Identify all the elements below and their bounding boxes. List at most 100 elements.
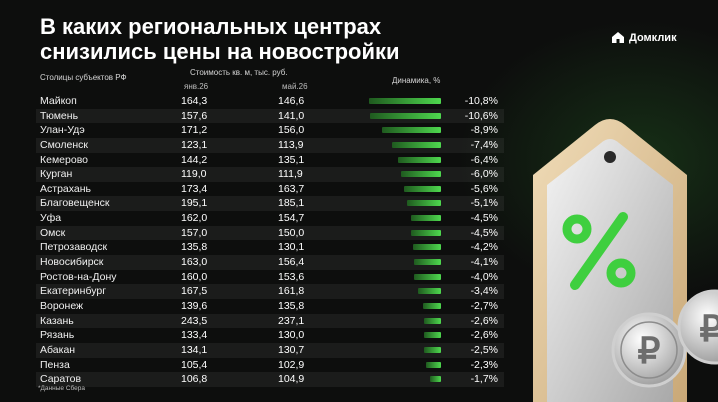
dynamics-bar: [423, 332, 441, 339]
city-name: Рязань: [40, 329, 75, 342]
city-name: Саратов: [40, 373, 82, 386]
svg-text:₽: ₽: [638, 330, 661, 371]
dynamics-value: -10,6%: [464, 109, 498, 122]
house-icon: [612, 32, 624, 43]
city-name: Воронеж: [40, 299, 84, 312]
city-name: Благовещенск: [40, 197, 110, 210]
table-row: Петрозаводск 135,8 130,1 -4,2%: [36, 240, 504, 255]
brand-name: Домклик: [629, 31, 677, 44]
city-name: Майкоп: [40, 95, 77, 107]
price-may: 141,0: [278, 109, 305, 122]
table-row: Уфа 162,0 154,7 -4,5%: [36, 211, 504, 226]
header-jan: янв.26: [184, 82, 209, 91]
dynamics-value: -8,9%: [470, 124, 498, 137]
header-city: Столицы субъектов РФ: [40, 73, 127, 82]
dynamics-value: -3,4%: [470, 285, 498, 298]
dynamics-bar: [425, 361, 441, 368]
dynamics-value: -5,1%: [470, 197, 498, 210]
city-name: Пенза: [40, 358, 70, 371]
dynamics-bar: [411, 229, 441, 236]
price-may: 130,0: [278, 329, 305, 342]
dynamics-bar: [413, 259, 441, 266]
price-jan: 133,4: [181, 329, 208, 342]
table-row: Абакан 134,1 130,7 -2,5%: [36, 342, 504, 358]
dynamics-bar: [411, 215, 441, 222]
city-name: Уфа: [40, 212, 62, 225]
price-jan: 157,6: [181, 109, 208, 122]
table-row: Улан-Удэ 171,2 156,0 -8,9%: [36, 123, 504, 138]
dynamics-bar: [391, 141, 441, 148]
city-name: Петрозаводск: [40, 241, 108, 254]
city-name: Улан-Удэ: [40, 124, 85, 137]
price-jan: 139,6: [181, 299, 208, 312]
dynamics-bar: [413, 244, 441, 251]
table-row: Саратов 106,8 104,9 -1,7%: [36, 372, 504, 387]
price-may: 113,9: [278, 138, 304, 151]
price-jan: 106,8: [181, 373, 208, 386]
price-may: 156,0: [278, 124, 305, 137]
price-jan: 105,4: [181, 358, 208, 371]
percent-tag-illustration: ₽ ₽: [533, 119, 718, 402]
city-name: Астрахань: [40, 182, 91, 195]
price-may: 156,4: [278, 256, 305, 269]
price-jan: 144,2: [181, 153, 208, 166]
dynamics-value: -2,3%: [470, 358, 498, 371]
table-row: Астрахань 173,4 163,7 -5,6%: [36, 182, 504, 197]
dynamics-bar: [418, 288, 441, 295]
price-may: 111,9: [278, 168, 303, 181]
table-row: Курган 119,0 111,9 -6,0%: [36, 167, 504, 182]
price-jan: 164,3: [181, 95, 208, 107]
price-jan: 195,1: [181, 197, 208, 210]
city-name: Екатеринбург: [40, 285, 107, 298]
price-may: 135,1: [278, 153, 305, 166]
dynamics-bar: [423, 317, 441, 324]
dynamics-value: -2,5%: [470, 343, 498, 356]
dynamics-value: -4,0%: [470, 270, 498, 283]
dynamics-value: -2,6%: [470, 329, 498, 342]
city-name: Кемерово: [40, 153, 88, 166]
ruble-coin-icon: ₽: [611, 312, 687, 388]
footnote: *Данные Сбера: [38, 385, 86, 392]
table-row: Рязань 133,4 130,0 -2,6%: [36, 328, 504, 343]
price-table: Майкоп 164,3 146,6 -10,8% Тюмень 157,6 141,0 -1…: [36, 94, 504, 387]
price-jan: 162,0: [181, 212, 208, 225]
table-row: Новосибирск 163,0 156,4 -4,1%: [36, 255, 504, 270]
price-jan: 167,5: [181, 285, 208, 298]
price-jan: 163,0: [181, 256, 208, 269]
dynamics-bar: [407, 200, 441, 207]
city-name: Абакан: [40, 343, 76, 356]
price-jan: 134,1: [181, 343, 208, 356]
dynamics-bar: [401, 171, 441, 178]
dynamics-value: -5,6%: [470, 182, 498, 195]
price-may: 154,7: [278, 212, 305, 225]
percent-icon: [562, 212, 636, 290]
price-jan: 157,0: [181, 226, 208, 239]
city-name: Омск: [40, 226, 66, 239]
table-row: Воронеж 139,6 135,8 -2,7%: [36, 299, 504, 314]
price-jan: 171,2: [181, 124, 208, 137]
dynamics-value: -10,8%: [464, 95, 498, 107]
price-may: 153,6: [278, 270, 305, 283]
price-may: 135,8: [278, 299, 305, 312]
city-name: Ростов-на-Дону: [40, 270, 117, 283]
table-row: Благовещенск 195,1 185,1 -5,1%: [36, 196, 504, 212]
dynamics-value: -4,1%: [470, 256, 498, 269]
table-row: Майкоп 164,3 146,6 -10,8%: [36, 94, 504, 109]
price-jan: 173,4: [181, 182, 208, 195]
dynamics-value: -4,5%: [470, 226, 498, 239]
svg-text:₽: ₽: [700, 308, 718, 349]
price-may: 146,6: [278, 95, 305, 107]
price-may: 104,9: [278, 373, 305, 386]
dynamics-bar: [403, 185, 441, 192]
price-may: 185,1: [278, 197, 305, 210]
dynamics-bar: [381, 127, 441, 134]
dynamics-value: -2,7%: [470, 299, 498, 312]
table-row: Ростов-на-Дону 160,0 153,6 -4,0%: [36, 270, 504, 285]
city-name: Курган: [40, 168, 73, 181]
dynamics-bar: [429, 376, 441, 383]
table-row: Смоленск 123,1 113,9 -7,4%: [36, 137, 504, 153]
brand-logo: Домклик: [611, 31, 677, 44]
price-may: 161,8: [278, 285, 305, 298]
dynamics-value: -4,5%: [470, 212, 498, 225]
header-dynamics: Динамика, %: [392, 76, 441, 85]
